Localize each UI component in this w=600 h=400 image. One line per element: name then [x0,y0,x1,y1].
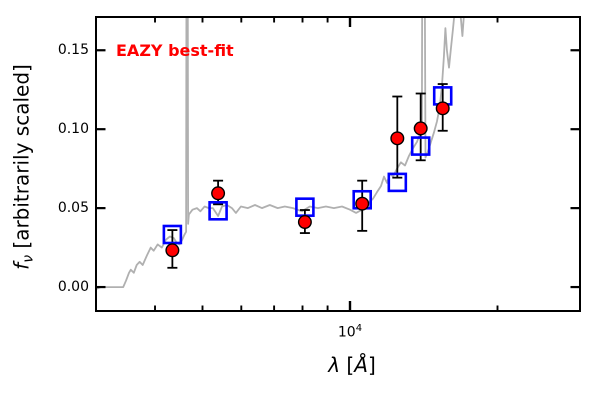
model-photometry-markers [162,86,453,245]
model-point-square [208,201,228,221]
ytick-label-015: 0.15 [57,42,89,58]
xtick-base: 10 [337,324,356,341]
observed-point-circle [355,196,370,211]
xlabel-bracket-open: [ [340,353,355,377]
observed-point-circle [211,186,226,201]
observed-photometry-markers [165,101,450,258]
fnu-f-symbol: f [9,262,34,270]
axis-ticks [97,18,579,310]
observed-point-circle [413,121,428,136]
model-point-square [162,224,183,245]
axes-frame [95,16,581,312]
annotation-eazy-best-fit: EAZY best-fit [116,41,234,60]
xtick-exponent: 4 [355,323,363,334]
observed-point-circle [435,101,450,116]
observed-point-circle [165,243,180,258]
lambda-symbol: λ [328,353,341,377]
angstrom-symbol: Å [354,353,368,377]
xlabel-bracket-close: ] [367,353,376,377]
fnu-nu-subscript: ν [20,254,37,263]
x-axis-label: λ [Å] [277,350,427,380]
xtick-label-10e4: 104 [330,322,370,340]
observed-point-circle [297,215,312,230]
ylabel-units: [arbitrarily scaled] [9,64,34,255]
ytick-label-005: 0.05 [57,200,89,216]
y-axis-label: fν [arbitrarily scaled] [10,64,41,270]
model-point-square [387,172,408,193]
observed-point-circle [390,131,405,146]
ytick-label-000: 0.00 [57,279,89,295]
ytick-label-010: 0.10 [57,121,89,137]
model-point-square [410,136,431,156]
